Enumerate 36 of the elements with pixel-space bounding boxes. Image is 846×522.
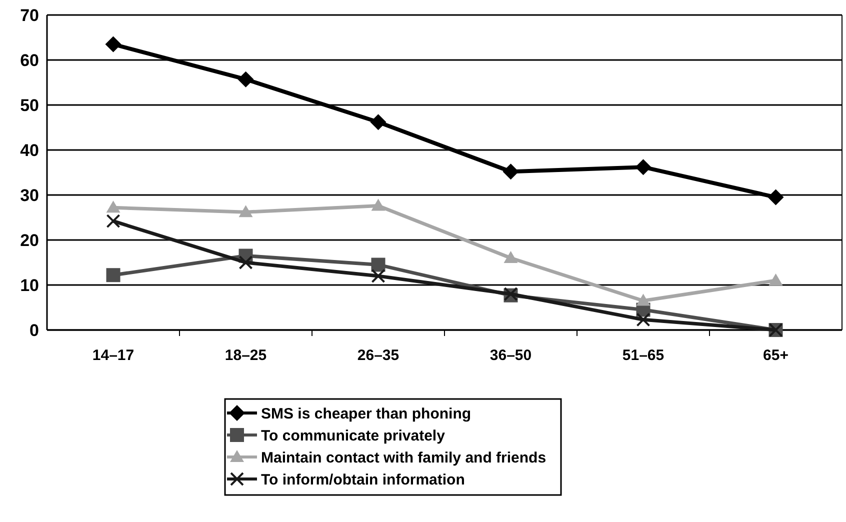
y-tick-label: 40: [20, 140, 39, 160]
point: [768, 189, 784, 206]
y-tick-label: 0: [30, 320, 39, 340]
y-tick-label: 50: [20, 96, 39, 115]
point: [238, 256, 253, 270]
x-tick-label: 14–17: [92, 347, 134, 364]
x-tick-label: 18–25: [224, 347, 267, 364]
point: [635, 159, 652, 176]
point: [371, 198, 386, 211]
legend-label: Maintain contact with family and friends: [261, 449, 546, 466]
x-tick-label: 26–35: [357, 347, 400, 364]
y-tick-label: 10: [20, 276, 39, 295]
legend-label: To inform/obtain information: [261, 471, 465, 488]
y-tick-label: 30: [20, 186, 39, 205]
point: [106, 214, 120, 228]
legend-label: SMS is cheaper than phoning: [261, 405, 472, 422]
point: [371, 269, 386, 283]
x-tick-label: 51–65: [622, 347, 664, 364]
point: [370, 114, 386, 130]
legend-label: To communicate privately: [261, 427, 446, 444]
point: [238, 71, 254, 88]
y-tick-label: 60: [20, 50, 39, 70]
point: [636, 312, 650, 327]
y-tick-label: 70: [20, 6, 39, 25]
point: [106, 200, 120, 213]
y-tick-label: 20: [20, 230, 39, 250]
x-tick-label: 65+: [763, 347, 789, 364]
point: [504, 251, 518, 263]
point: [371, 258, 386, 272]
x-tick-label: 36–50: [490, 347, 532, 364]
point: [106, 268, 120, 282]
point: [636, 294, 650, 306]
point: [105, 36, 122, 52]
point: [768, 274, 783, 286]
point: [238, 205, 253, 218]
point: [502, 164, 519, 180]
